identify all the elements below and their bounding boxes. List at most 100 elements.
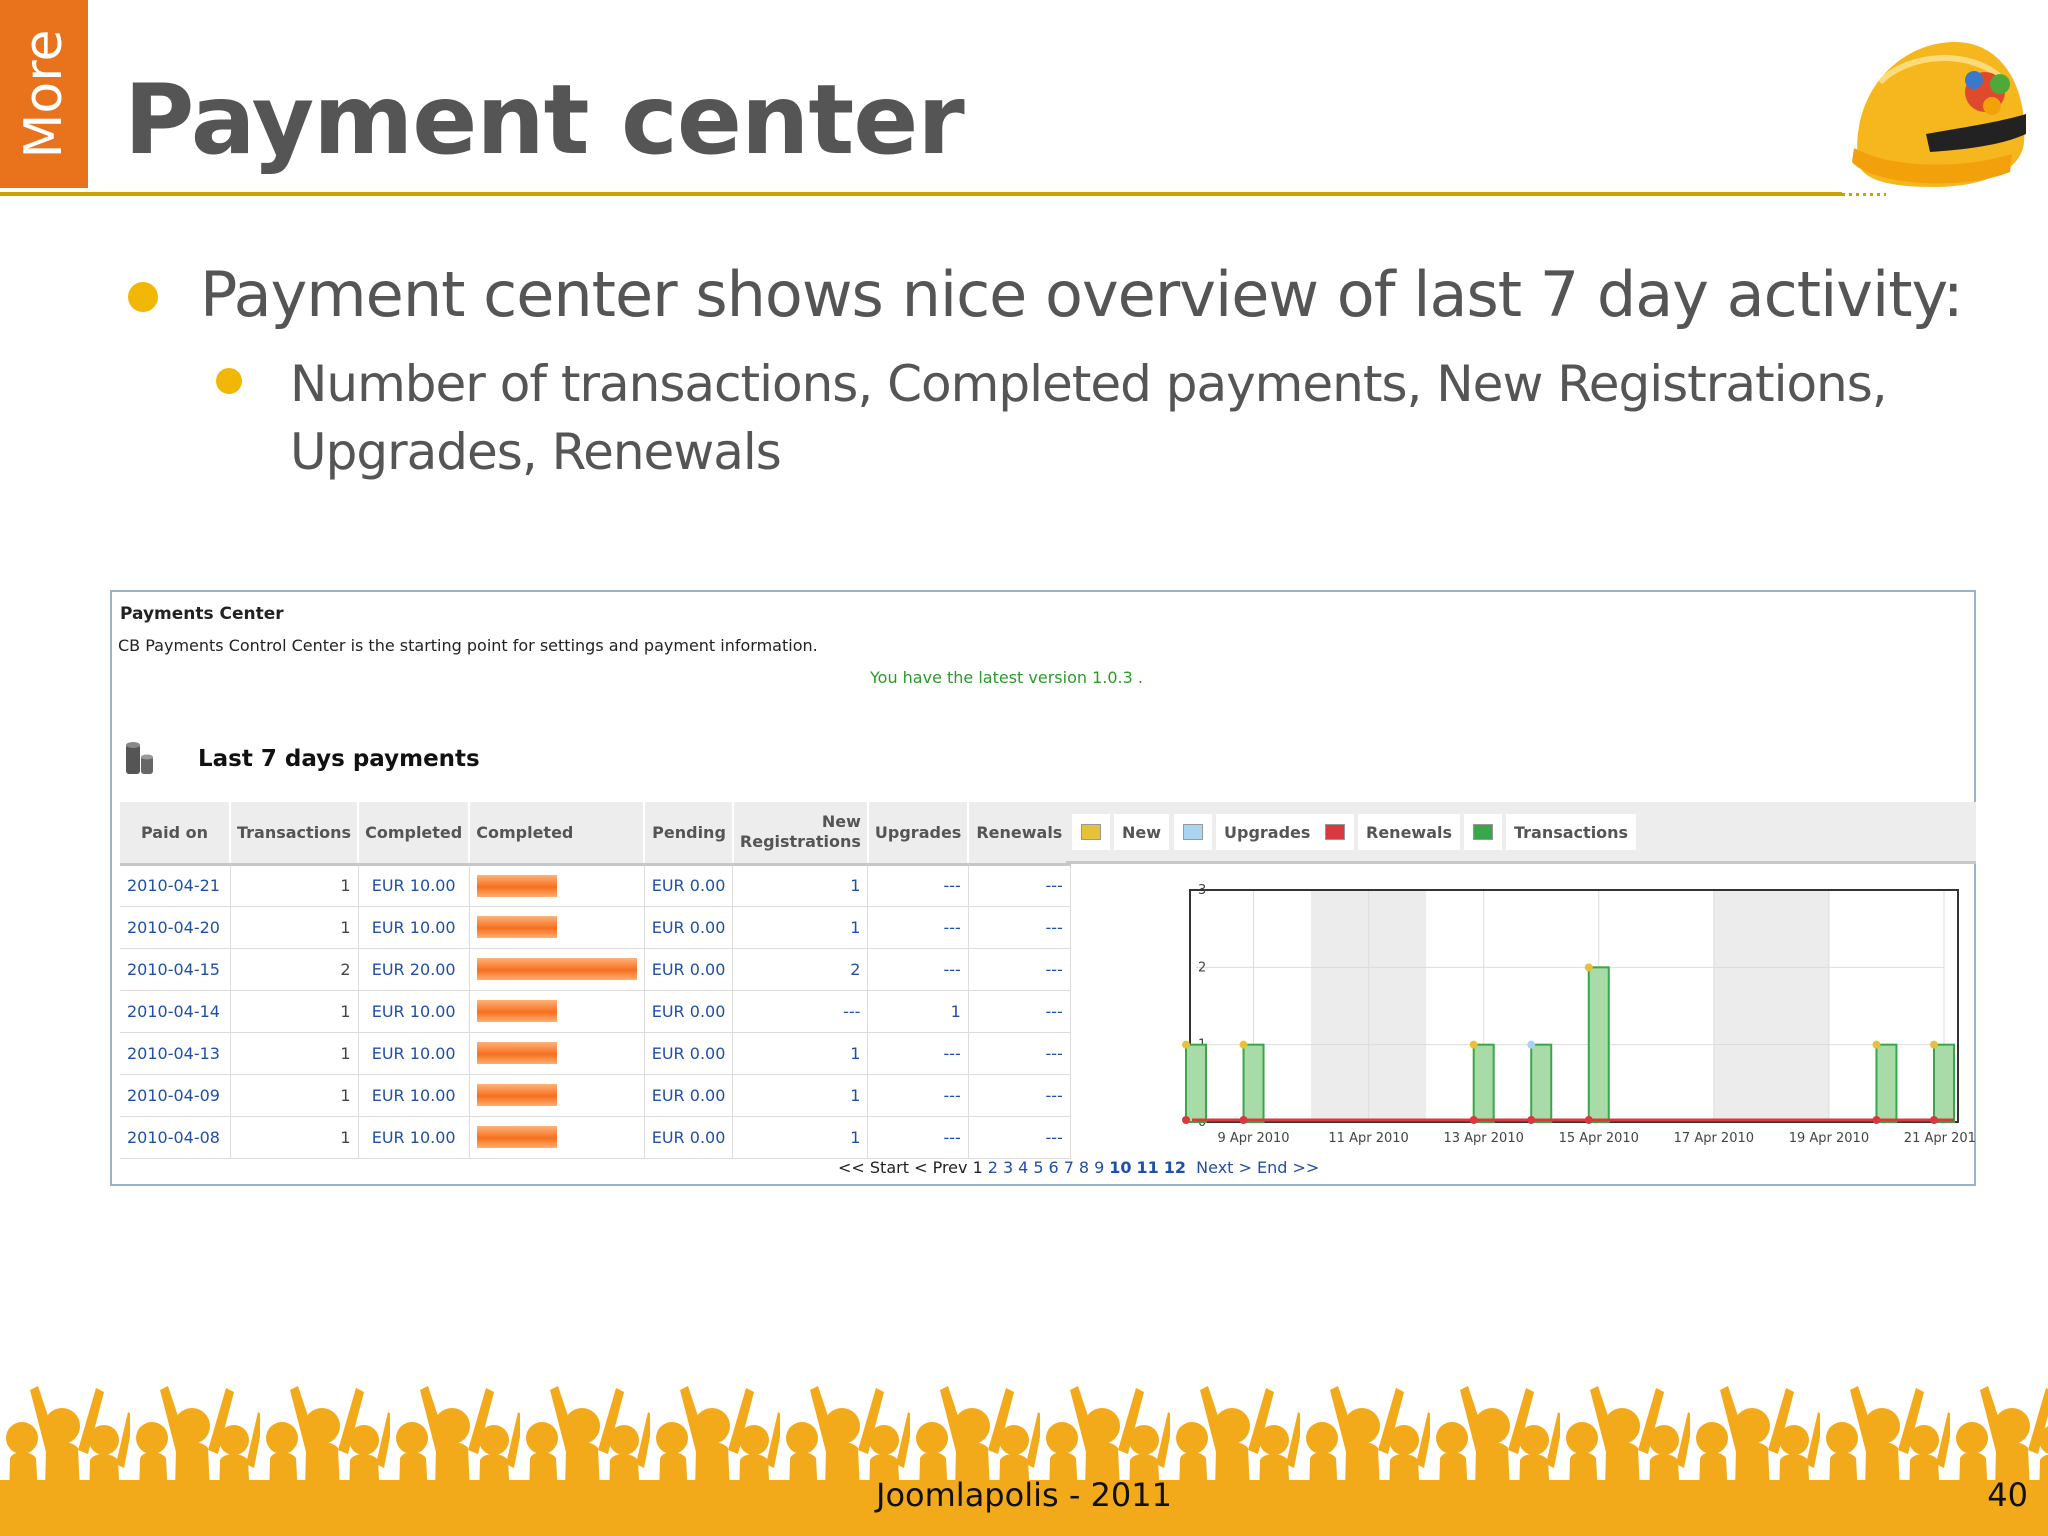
cell-transactions: 1 <box>230 864 359 907</box>
cell-pending[interactable]: EUR 0.00 <box>644 990 734 1033</box>
cell-new-registrations[interactable]: 1 <box>732 1074 869 1117</box>
legend-label-upgrades[interactable]: Upgrades <box>1216 814 1319 850</box>
cell-renewals[interactable]: --- <box>968 864 1071 907</box>
cell-upgrades[interactable]: --- <box>867 906 969 949</box>
payments-table: Paid on Transactions Completed Completed… <box>120 802 1072 1159</box>
cell-renewals[interactable]: --- <box>968 1074 1071 1117</box>
pager-page-9[interactable]: 9 <box>1094 1158 1105 1177</box>
col-completed-bar[interactable]: Completed <box>469 802 646 866</box>
cell-transactions: 1 <box>230 906 359 949</box>
transaction-bar <box>1472 1043 1495 1124</box>
completed-bar <box>476 1042 557 1064</box>
x-tick-label: 15 Apr 2010 <box>1559 1131 1639 1146</box>
cell-renewals[interactable]: --- <box>968 1032 1071 1075</box>
pager-page-12[interactable]: 12 <box>1163 1158 1187 1177</box>
cell-completed[interactable]: EUR 10.00 <box>358 990 470 1033</box>
legend-swatch-renewals[interactable] <box>1316 814 1354 850</box>
legend-label-transactions[interactable]: Transactions <box>1506 814 1637 850</box>
col-transactions[interactable]: Transactions <box>230 802 360 866</box>
pager-page-10[interactable]: 10 <box>1109 1158 1132 1177</box>
cell-pending[interactable]: EUR 0.00 <box>644 1032 734 1075</box>
cell-completed[interactable]: EUR 10.00 <box>358 906 470 949</box>
cell-renewals[interactable]: --- <box>968 948 1071 991</box>
cell-upgrades[interactable]: --- <box>867 1032 969 1075</box>
pager-prev: < Prev <box>914 1158 968 1177</box>
col-completed[interactable]: Completed <box>358 802 471 866</box>
cell-completed[interactable]: EUR 10.00 <box>358 1116 470 1159</box>
cell-paid-on[interactable]: 2010-04-09 <box>120 1074 231 1117</box>
pager-page-4[interactable]: 4 <box>1018 1158 1029 1177</box>
database-icon <box>126 742 153 774</box>
renewal-point <box>1930 1116 1938 1124</box>
y-tick-label: 3 <box>1198 883 1206 898</box>
legend-label-renewals[interactable]: Renewals <box>1358 814 1460 850</box>
title-rule <box>0 192 1842 196</box>
cell-paid-on[interactable]: 2010-04-20 <box>120 906 231 949</box>
cell-upgrades[interactable]: --- <box>867 948 969 991</box>
cell-completed[interactable]: EUR 10.00 <box>358 864 470 907</box>
completed-bar <box>476 1000 557 1022</box>
pager-page-6[interactable]: 6 <box>1048 1158 1059 1177</box>
cell-renewals[interactable]: --- <box>968 906 1071 949</box>
cell-upgrades[interactable]: --- <box>867 864 969 907</box>
cell-renewals[interactable]: --- <box>968 1116 1071 1159</box>
pager-page-2[interactable]: 2 <box>987 1158 998 1177</box>
cell-paid-on[interactable]: 2010-04-21 <box>120 864 231 907</box>
cell-pending[interactable]: EUR 0.00 <box>644 864 734 907</box>
col-paid-on[interactable]: Paid on <box>120 802 231 866</box>
cell-new-registrations[interactable]: 1 <box>732 906 869 949</box>
pager-page-5[interactable]: 5 <box>1033 1158 1044 1177</box>
cell-upgrades[interactable]: --- <box>867 1074 969 1117</box>
pager-page-11[interactable]: 11 <box>1136 1158 1159 1177</box>
title-dots <box>1842 193 1886 196</box>
side-tab: More <box>0 0 88 188</box>
x-tick-label: 21 Apr 2010 <box>1904 1131 1976 1146</box>
cell-new-registrations[interactable]: 1 <box>732 864 869 907</box>
col-renewals[interactable]: Renewals <box>968 802 1072 866</box>
cell-completed-bar <box>469 1074 645 1117</box>
cell-new-registrations[interactable]: 1 <box>732 1032 869 1075</box>
cell-pending[interactable]: EUR 0.00 <box>644 906 734 949</box>
table-header-row: Paid on Transactions Completed Completed… <box>120 802 1072 866</box>
col-pending[interactable]: Pending <box>644 802 734 866</box>
cell-completed[interactable]: EUR 20.00 <box>358 948 470 991</box>
col-new-registrations[interactable]: New Registrations <box>732 802 869 866</box>
cell-completed[interactable]: EUR 10.00 <box>358 1032 470 1075</box>
pager-next[interactable]: Next > <box>1196 1158 1252 1177</box>
cell-paid-on[interactable]: 2010-04-08 <box>120 1116 231 1159</box>
cell-paid-on[interactable]: 2010-04-15 <box>120 948 231 991</box>
cell-paid-on[interactable]: 2010-04-13 <box>120 1032 231 1075</box>
cell-pending[interactable]: EUR 0.00 <box>644 948 734 991</box>
legend-swatch-upgrades[interactable] <box>1174 814 1212 850</box>
col-upgrades[interactable]: Upgrades <box>867 802 970 866</box>
cell-pending[interactable]: EUR 0.00 <box>644 1074 734 1117</box>
table-row: 2010-04-14 1 EUR 10.00 EUR 0.00 --- 1 --- <box>120 990 1071 1033</box>
side-tab-label: More <box>14 29 74 159</box>
cell-upgrades[interactable]: --- <box>867 1116 969 1159</box>
pager-page-3[interactable]: 3 <box>1002 1158 1014 1177</box>
legend-label-new[interactable]: New <box>1114 814 1170 850</box>
page-number: 40 <box>1987 1476 2028 1514</box>
cell-new-registrations[interactable]: --- <box>732 990 869 1033</box>
cell-pending[interactable]: EUR 0.00 <box>644 1116 734 1159</box>
cell-upgrades[interactable]: 1 <box>867 990 969 1033</box>
bullet-dot <box>128 282 158 312</box>
new-point <box>1584 963 1593 972</box>
cell-completed[interactable]: EUR 10.00 <box>358 1074 470 1117</box>
bullet-dot-sub <box>216 368 242 394</box>
cell-new-registrations[interactable]: 1 <box>732 1116 869 1159</box>
pager-page-7[interactable]: 7 <box>1063 1158 1074 1177</box>
legend-color <box>1473 824 1493 840</box>
cell-renewals[interactable]: --- <box>968 990 1071 1033</box>
cell-paid-on[interactable]: 2010-04-14 <box>120 990 231 1033</box>
completed-bar <box>476 1126 557 1148</box>
pager-page-8[interactable]: 8 <box>1078 1158 1090 1177</box>
slide-title: Payment center <box>124 64 965 176</box>
version-notice: You have the latest version 1.0.3 . <box>870 668 1143 687</box>
weekend-band <box>1713 890 1829 1122</box>
section-title: Last 7 days payments <box>198 746 480 772</box>
legend-swatch-new[interactable] <box>1072 814 1110 850</box>
cell-new-registrations[interactable]: 2 <box>732 948 869 991</box>
pager-end[interactable]: End >> <box>1257 1158 1320 1177</box>
legend-swatch-transactions[interactable] <box>1464 814 1502 850</box>
